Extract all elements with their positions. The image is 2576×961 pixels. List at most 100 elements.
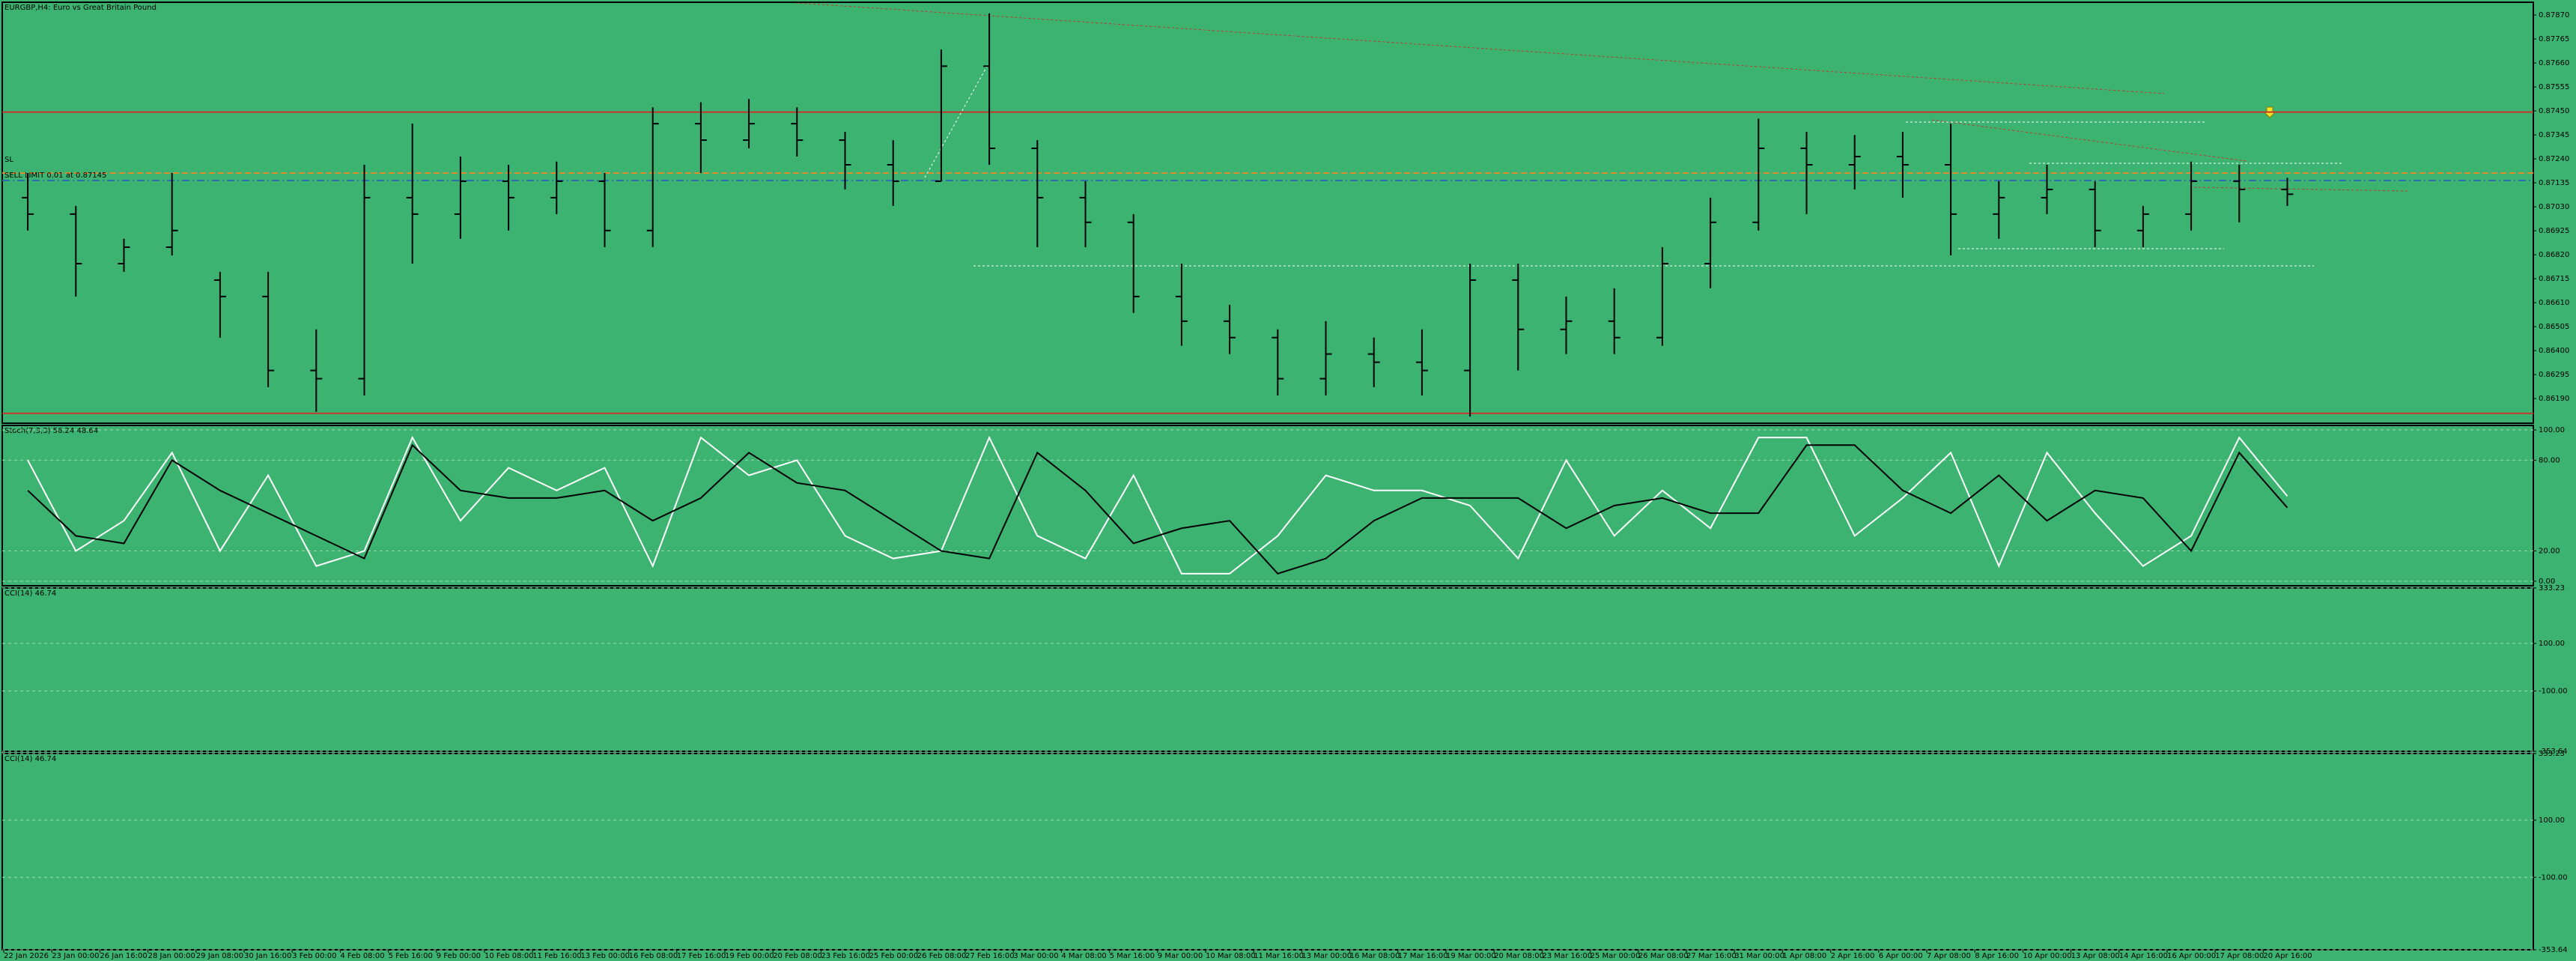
x-tick-label: 16 Mar 08:00 (1350, 952, 1400, 960)
y-tick-label: -353.64 (2539, 946, 2568, 954)
x-tick-label: 4 Feb 08:00 (340, 952, 384, 960)
price-bar (1079, 181, 1092, 248)
price-bar (1367, 337, 1380, 387)
y-tick-label: 0.87450 (2539, 107, 2569, 115)
price-bar (1993, 181, 2005, 239)
x-tick-label: 9 Mar 00:00 (1158, 952, 1203, 960)
x-tick-label: 20 Apr 16:00 (2263, 952, 2312, 960)
price-bar (1560, 296, 1573, 354)
y-tick-label: 100.00 (2539, 640, 2565, 648)
x-tick-label: 16 Feb 08:00 (629, 952, 678, 960)
x-tick-label: 13 Feb 00:00 (580, 952, 630, 960)
price-bar (1752, 118, 1765, 231)
x-tick-label: 25 Feb 00:00 (869, 952, 919, 960)
price-bar (887, 140, 899, 206)
price-bar (598, 172, 611, 248)
price-bar (839, 132, 851, 190)
price-bar (2136, 205, 2149, 248)
x-tick-label: 26 Mar 08:00 (1638, 952, 1689, 960)
y-tick-label: 20.00 (2539, 548, 2560, 556)
panel-frame (1, 425, 2534, 586)
y-tick-label: 0.87345 (2539, 131, 2569, 139)
panel-title: CCI(14) 46.74 (4, 589, 56, 598)
annotation: SELL LIMIT 0.01 at 0.87145 (4, 172, 106, 180)
y-tick-label: 0.87135 (2539, 179, 2569, 187)
y-tick-label: 100.00 (2539, 816, 2565, 825)
trendline (924, 63, 989, 178)
price-bar (118, 238, 130, 272)
x-tick-label: 31 Mar 00:00 (1734, 952, 1784, 960)
x-tick-label: 10 Feb 08:00 (484, 952, 534, 960)
x-tick-label: 17 Feb 16:00 (677, 952, 726, 960)
price-bar (1608, 288, 1620, 354)
price-bar (1656, 247, 1668, 346)
y-tick-label: 0.86925 (2539, 227, 2569, 235)
x-tick-label: 13 Apr 08:00 (2071, 952, 2120, 960)
x-tick-label: 27 Mar 16:00 (1686, 952, 1737, 960)
price-bar (165, 172, 178, 255)
x-tick-label: 20 Mar 08:00 (1494, 952, 1544, 960)
price-bar (454, 157, 467, 239)
y-tick-label: 0.87240 (2539, 155, 2569, 163)
x-tick-label: 20 Feb 08:00 (773, 952, 822, 960)
annotation: SL (4, 156, 13, 164)
y-tick-label: 333.23 (2539, 584, 2565, 592)
price-bar (935, 49, 947, 182)
y-tick-label: 0.87765 (2539, 35, 2569, 43)
y-tick-label: 0.87030 (2539, 203, 2569, 211)
x-tick-label: 1 Apr 08:00 (1782, 952, 1826, 960)
y-tick-label: 0.86715 (2539, 275, 2569, 283)
x-tick-label: 30 Jan 16:00 (244, 952, 291, 960)
price-bar (1224, 304, 1236, 354)
x-tick-label: 19 Feb 00:00 (725, 952, 774, 960)
y-tick-label: 0.87660 (2539, 59, 2569, 67)
price-bar (791, 107, 804, 157)
y-tick-label: 100.00 (2539, 426, 2565, 434)
price-bar (1031, 140, 1044, 248)
x-tick-label: 5 Feb 16:00 (389, 952, 433, 960)
price-bar (2233, 164, 2246, 222)
indicator-line (27, 435, 2288, 575)
price-bar (2281, 178, 2294, 206)
price-bar (1848, 135, 1861, 190)
panel-title: CCI(14) 46.74 (4, 755, 56, 763)
x-tick-label: 2 Apr 16:00 (1831, 952, 1875, 960)
y-tick-label: 80.00 (2539, 456, 2560, 464)
x-tick-label: 7 Apr 08:00 (1927, 952, 1971, 960)
price-bar (1945, 124, 1957, 255)
x-tick-label: 11 Mar 16:00 (1254, 952, 1304, 960)
x-tick-label: 23 Mar 16:00 (1542, 952, 1592, 960)
x-tick-label: 4 Mar 08:00 (1061, 952, 1106, 960)
y-tick-label: 0.87555 (2539, 83, 2569, 91)
price-bar (1464, 263, 1477, 417)
x-tick-label: 10 Mar 08:00 (1206, 952, 1256, 960)
x-tick-label: 8 Apr 16:00 (1975, 952, 2019, 960)
price-bar (550, 161, 563, 214)
y-tick-label: 0.86190 (2539, 395, 2569, 403)
panel-frame (1, 1, 2534, 424)
y-tick-label: 0.86820 (2539, 251, 2569, 259)
y-tick-label: 0.86400 (2539, 347, 2569, 355)
y-tick-label: -100.00 (2539, 687, 2568, 695)
y-tick-label: 0.86610 (2539, 299, 2569, 307)
price-bar (1272, 329, 1284, 395)
y-tick-label: 333.23 (2539, 750, 2565, 758)
y-tick-label: -353.64 (2539, 748, 2568, 756)
y-tick-label: -100.00 (2539, 873, 2568, 882)
indicator-line (27, 443, 2288, 575)
x-tick-label: 19 Mar 00:00 (1446, 952, 1496, 960)
price-bar (502, 164, 515, 231)
y-tick-label: 0.86505 (2539, 323, 2569, 331)
y-tick-label: 0.87870 (2539, 11, 2569, 19)
price-bar (1896, 132, 1909, 198)
price-bar (406, 124, 419, 264)
x-tick-label: 28 Jan 00:00 (148, 952, 195, 960)
price-bar (70, 205, 82, 297)
y-tick-label: 0.00 (2539, 577, 2555, 586)
x-tick-label: 27 Feb 16:00 (965, 952, 1015, 960)
x-tick-label: 17 Apr 08:00 (2215, 952, 2264, 960)
x-tick-label: 3 Feb 00:00 (292, 952, 336, 960)
price-bar (2041, 164, 2053, 214)
